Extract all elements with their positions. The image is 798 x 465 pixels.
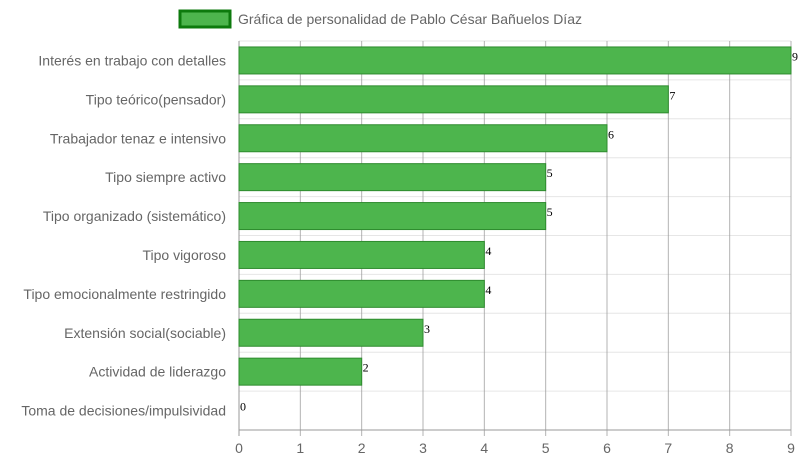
category-label: Tipo emocionalmente restringido [23, 286, 226, 302]
data-label: 9 [792, 49, 798, 63]
data-label: 0 [240, 400, 246, 414]
bar [238, 240, 485, 269]
category-label: Extensión social(sociable) [64, 325, 226, 341]
x-tick-label: 3 [419, 440, 427, 456]
category-label: Interés en trabajo con detalles [38, 52, 226, 68]
category-label: Tipo teórico(pensador) [86, 91, 226, 107]
bars [238, 46, 792, 386]
bar [238, 279, 485, 308]
data-label: 7 [669, 88, 675, 102]
value-labels: 9 7 6 5 5 4 4 3 2 0 [240, 49, 798, 413]
x-axis-ticks: 0 1 2 3 4 5 6 7 8 9 [235, 440, 795, 456]
category-label: Tipo vigoroso [142, 247, 226, 263]
bar [238, 46, 792, 75]
data-label: 6 [608, 127, 614, 141]
data-label: 4 [485, 244, 491, 258]
bar [238, 85, 669, 114]
x-tick-label: 5 [542, 440, 550, 456]
legend-swatch [178, 9, 232, 29]
legend: Gráfica de personalidad de Pablo César B… [178, 9, 582, 29]
x-tick-label: 2 [358, 440, 366, 456]
data-label: 5 [547, 166, 553, 180]
data-label: 2 [363, 361, 369, 375]
x-tick-label: 6 [603, 440, 611, 456]
category-label: Tipo siempre activo [105, 169, 226, 185]
data-label: 4 [485, 283, 491, 297]
bar [238, 124, 608, 153]
category-labels: Interés en trabajo con detalles Tipo teór… [21, 52, 226, 418]
bar [238, 163, 547, 192]
category-label: Actividad de liderazgo [89, 364, 226, 380]
bar [238, 318, 424, 347]
x-tick-label: 1 [296, 440, 304, 456]
category-label: Tipo organizado (sistemático) [43, 208, 226, 224]
bar [238, 202, 547, 231]
x-tick-label: 8 [726, 440, 734, 456]
category-label: Toma de decisiones/impulsividad [21, 403, 226, 419]
x-tick-label: 9 [787, 440, 795, 456]
bar [238, 357, 363, 386]
x-tick-label: 0 [235, 440, 243, 456]
data-label: 5 [547, 205, 553, 219]
x-tick-label: 4 [480, 440, 488, 456]
x-tick-label: 7 [664, 440, 672, 456]
data-label: 3 [424, 322, 430, 336]
legend-label: Gráfica de personalidad de Pablo César B… [238, 11, 582, 27]
category-label: Trabajador tenaz e intensivo [50, 130, 226, 146]
